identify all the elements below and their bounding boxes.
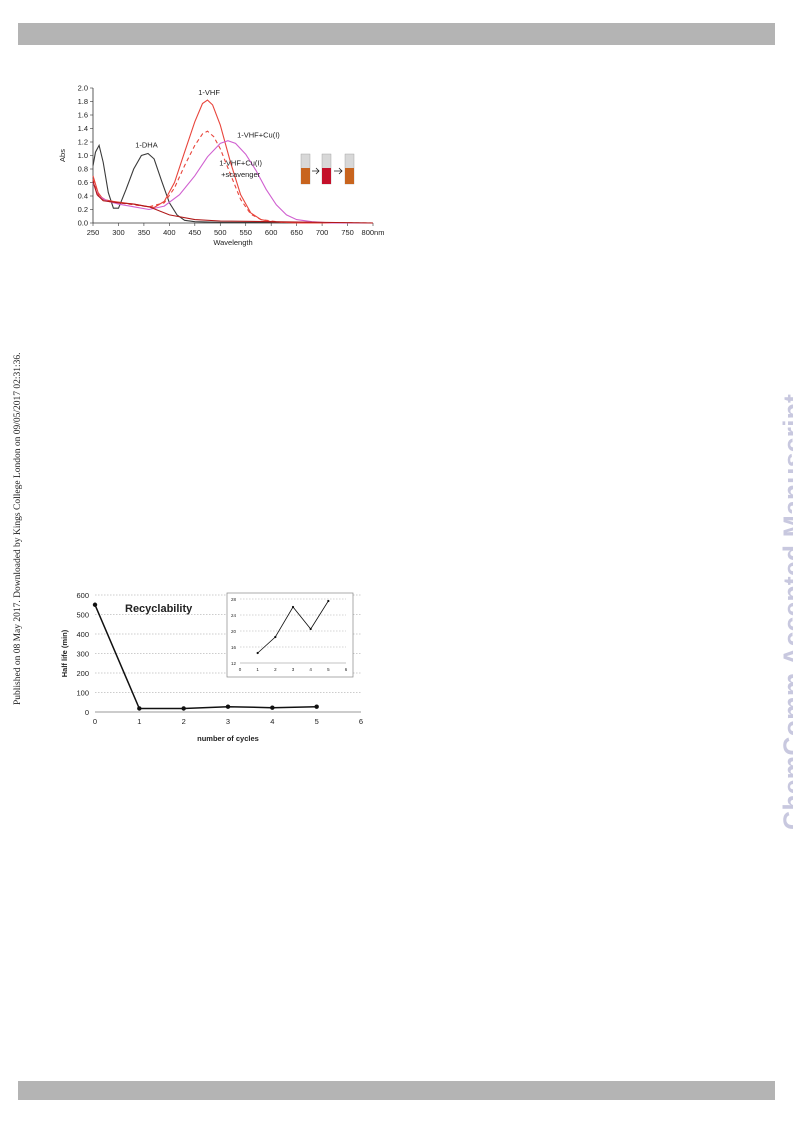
spectrum-annotation: 1-VHF: [198, 88, 220, 97]
y-tick-label: 0.2: [78, 205, 88, 214]
x-axis-label: Wavelength: [213, 238, 252, 247]
inset-y-tick-label: 28: [231, 597, 237, 602]
inset-data-point: [291, 605, 295, 609]
y-tick-label: 0.6: [78, 178, 88, 187]
x-tick-label: 4: [270, 717, 274, 726]
x-tick-label: 300: [112, 228, 125, 237]
x-axis-label: number of cycles: [197, 734, 259, 743]
vial-right-liquid: [345, 168, 354, 184]
vial-photo-inset: [300, 153, 355, 185]
y-tick-label: 300: [76, 650, 89, 659]
x-tick-label: 400: [163, 228, 176, 237]
accepted-manuscript-watermark: ChemComm Accepted Manuscript: [778, 393, 793, 830]
x-tick-label: 3: [226, 717, 230, 726]
inset-data-point: [309, 627, 312, 631]
inset-x-tick-label: 6: [345, 667, 348, 672]
x-tick-label: 250: [87, 228, 100, 237]
inset-x-tick-label: 5: [327, 667, 330, 672]
x-tick-label: 1: [137, 717, 141, 726]
spectrum-line-1: [92, 143, 374, 224]
x-tick-label: 750: [341, 228, 354, 237]
spectrum-annotation: 1-DHA: [135, 140, 158, 149]
x-tick-label: 800nm: [362, 228, 385, 237]
inset-x-tick-label: 1: [256, 667, 259, 672]
y-tick-label: 0.4: [78, 192, 88, 201]
x-tick-label: 500: [214, 228, 227, 237]
y-tick-label: 500: [76, 611, 89, 620]
inset-x-tick-label: 3: [292, 667, 295, 672]
y-tick-label: 1.0: [78, 151, 88, 160]
spectrum-annotation: 1-VHF+Cu(I): [237, 130, 280, 139]
spectrum-line-4: [92, 140, 373, 224]
spectrum-line-2: [92, 99, 373, 224]
inset-x-tick-label: 2: [274, 667, 277, 672]
inset-data-point: [327, 599, 330, 603]
y-tick-label: 400: [76, 630, 89, 639]
data-point: [137, 706, 142, 711]
y-axis-label: Abs: [58, 149, 67, 162]
y-tick-label: 200: [76, 669, 89, 678]
x-tick-label: 550: [239, 228, 252, 237]
x-tick-label: 700: [316, 228, 329, 237]
inset-y-tick-label: 16: [231, 645, 237, 650]
x-tick-label: 650: [290, 228, 303, 237]
chart-title: Recyclability: [125, 603, 193, 615]
inset-y-tick-label: 20: [231, 629, 237, 634]
y-tick-label: 1.2: [78, 138, 88, 147]
x-tick-label: 350: [138, 228, 151, 237]
y-tick-label: 600: [76, 591, 89, 600]
arrow-icon: [334, 167, 343, 175]
spectrum-line-3: [92, 130, 374, 224]
spectrum-annotation: 1-VHF+Cu(I): [219, 159, 262, 168]
inset-x-tick-label: 4: [309, 667, 312, 672]
spectrum-line-5: [92, 181, 374, 224]
x-tick-label: 5: [315, 717, 319, 726]
spectrum-annotation: +scavenger: [221, 170, 260, 179]
footer-bar: [18, 1081, 775, 1100]
header-bar: [18, 23, 775, 45]
data-point: [270, 705, 275, 710]
inset-data-point: [256, 651, 259, 655]
inset-data-point: [274, 635, 277, 639]
x-tick-label: 600: [265, 228, 278, 237]
inset-y-tick-label: 24: [231, 613, 237, 618]
y-tick-label: 0: [85, 708, 89, 717]
data-point: [181, 706, 186, 711]
y-tick-label: 2.0: [78, 84, 88, 93]
y-tick-label: 1.6: [78, 111, 88, 120]
x-tick-label: 450: [189, 228, 202, 237]
data-point: [225, 704, 231, 709]
y-tick-label: 0.8: [78, 165, 88, 174]
inset-x-tick-label: 0: [239, 667, 242, 672]
inset-frame: [226, 592, 354, 678]
y-tick-label: 100: [76, 689, 89, 698]
uv-vis-spectrum-chart: 0.0 0.2 0.4 0.6 0.8 1.0 1.2 1.4 1.6 1.8 2.0 250 300 3…: [58, 84, 385, 248]
x-tick-label: 6: [359, 717, 363, 726]
y-tick-label: 1.4: [78, 124, 88, 133]
vial-middle-liquid: [322, 168, 331, 184]
y-axis-label: Half life (min): [60, 629, 69, 677]
inset-y-tick-label: 12: [231, 661, 237, 666]
half-life-line: [94, 604, 317, 710]
x-tick-label: 2: [182, 717, 186, 726]
publication-note: Published on 08 May 2017. Downloaded by …: [13, 352, 23, 705]
y-tick-label: 1.8: [78, 97, 88, 106]
y-tick-label: 0.0: [78, 219, 88, 228]
data-point: [92, 602, 98, 607]
x-tick-label: 0: [93, 717, 97, 726]
vial-left-liquid: [301, 168, 310, 184]
arrow-icon: [312, 167, 320, 175]
data-point: [314, 704, 319, 709]
